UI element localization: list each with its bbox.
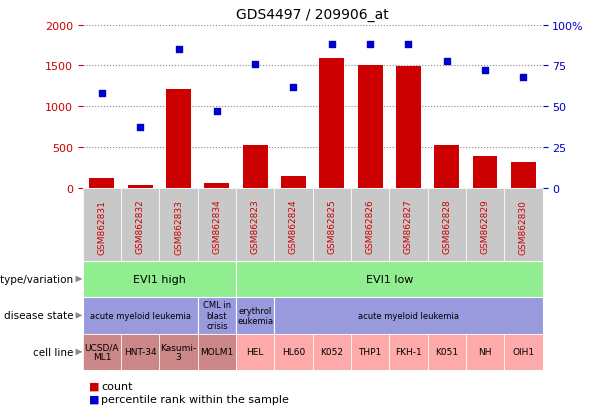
Bar [204,184,229,188]
Text: acute myeloid leukemia: acute myeloid leukemia [358,311,459,320]
Point [250,62,260,68]
Point [212,109,222,115]
Text: EVI1 low: EVI1 low [365,274,413,284]
Point [327,42,337,48]
Bar [313,188,351,261]
Bar [236,261,543,297]
Bar [197,334,236,370]
Bar [83,188,121,261]
Point [442,58,452,65]
Bar [166,90,191,188]
Text: cell line: cell line [33,347,74,357]
Point [135,125,145,131]
Bar [121,188,159,261]
Bar [428,188,466,261]
Text: GSM862829: GSM862829 [481,199,490,254]
Text: GSM862823: GSM862823 [251,199,260,254]
Text: genotype/variation: genotype/variation [0,274,74,284]
Text: ■: ■ [89,394,99,404]
Point [97,91,107,97]
Bar [389,188,428,261]
Point [403,42,413,48]
Bar [396,67,421,188]
Title: GDS4497 / 209906_at: GDS4497 / 209906_at [236,8,389,22]
Point [173,47,183,53]
Text: GSM862827: GSM862827 [404,199,413,254]
Bar [83,297,197,334]
Point [480,68,490,74]
Bar [313,334,351,370]
Text: ■: ■ [89,381,99,391]
Bar [389,334,428,370]
Text: GSM862828: GSM862828 [442,199,451,254]
Text: GSM862824: GSM862824 [289,199,298,254]
Text: HNT-34: HNT-34 [124,347,156,356]
Bar [128,186,153,188]
Text: GSM862825: GSM862825 [327,199,337,254]
Bar [243,145,268,188]
Point [519,74,528,81]
Bar [121,334,159,370]
Bar [159,334,197,370]
Text: percentile rank within the sample: percentile rank within the sample [101,394,289,404]
Text: count: count [101,381,132,391]
Text: CML in
blast
crisis: CML in blast crisis [203,301,231,330]
Bar [89,178,115,188]
Bar [275,334,313,370]
Text: K051: K051 [435,347,459,356]
Text: FKH-1: FKH-1 [395,347,422,356]
Text: THP1: THP1 [359,347,382,356]
Bar [466,188,504,261]
Bar [434,145,459,188]
Text: HEL: HEL [246,347,264,356]
Bar [275,297,543,334]
Bar [351,188,389,261]
Bar [275,188,313,261]
Bar [197,188,236,261]
Bar [504,334,543,370]
Bar [466,334,504,370]
Text: GSM862831: GSM862831 [97,199,107,254]
Text: OIH1: OIH1 [512,347,535,356]
Bar [357,66,383,188]
Text: acute myeloid leukemia: acute myeloid leukemia [89,311,191,320]
Text: disease state: disease state [4,311,74,320]
Point [365,42,375,48]
Bar [236,297,275,334]
Bar [319,59,345,188]
Text: K052: K052 [320,347,343,356]
Text: Kasumi-
3: Kasumi- 3 [161,343,197,361]
Bar [197,297,236,334]
Bar [159,188,197,261]
Bar [511,162,536,188]
Text: MOLM1: MOLM1 [200,347,234,356]
Bar [351,334,389,370]
Text: GSM862830: GSM862830 [519,199,528,254]
Text: NH: NH [478,347,492,356]
Text: UCSD/A
ML1: UCSD/A ML1 [85,343,119,361]
Bar [236,188,275,261]
Bar [428,334,466,370]
Text: GSM862834: GSM862834 [212,199,221,254]
Bar [83,261,236,297]
Text: erythrol
eukemia: erythrol eukemia [237,306,273,325]
Bar [281,176,306,188]
Point [289,84,299,91]
Text: GSM862832: GSM862832 [135,199,145,254]
Bar [236,334,275,370]
Text: HL60: HL60 [282,347,305,356]
Bar [504,188,543,261]
Bar [473,157,498,188]
Text: GSM862826: GSM862826 [365,199,375,254]
Text: EVI1 high: EVI1 high [133,274,186,284]
Text: GSM862833: GSM862833 [174,199,183,254]
Bar [83,334,121,370]
